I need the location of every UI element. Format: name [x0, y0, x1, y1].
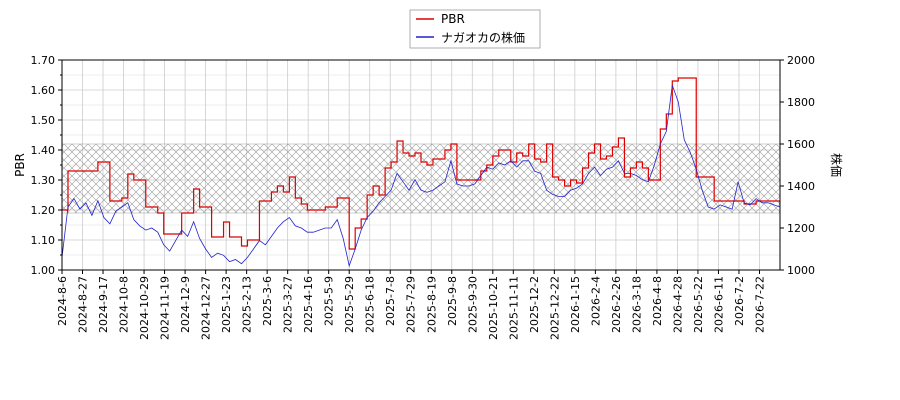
left-tick-label: 1.30	[31, 174, 56, 187]
left-tick-label: 1.10	[31, 234, 56, 247]
right-axis-ticks: 1000 1200 1400 1600 1800 2000	[780, 54, 815, 277]
x-tick-label: 2025-3-6	[261, 276, 274, 326]
left-axis-title: PBR	[13, 153, 27, 177]
x-tick-label: 2025-7-8	[384, 276, 397, 326]
x-tick-label: 2025-3-27	[282, 276, 295, 333]
x-tick-label: 2026-6-11	[712, 276, 725, 333]
x-axis-ticks: 2024-8-6 2024-8-27 2024-9-17 2024-10-8 2024-…	[56, 270, 766, 340]
x-tick-label: 2025-5-29	[343, 276, 356, 333]
left-tick-label: 1.20	[31, 204, 56, 217]
x-tick-label: 2026-4-8	[651, 276, 664, 326]
right-tick-label: 2000	[787, 54, 815, 67]
series-line-pbr	[62, 77, 780, 250]
x-tick-label: 2024-8-6	[56, 276, 69, 326]
x-tick-label: 2025-5-9	[323, 276, 336, 326]
legend-label-price: ナガオカの株価	[441, 30, 525, 45]
right-tick-label: 1800	[787, 96, 815, 109]
x-tick-label: 2025-2-13	[241, 276, 254, 333]
left-tick-label: 1.00	[31, 264, 56, 277]
left-tick-label: 1.60	[31, 84, 56, 97]
x-tick-label: 2024-8-27	[77, 276, 90, 333]
right-tick-label: 1000	[787, 264, 815, 277]
series-line-price	[62, 85, 780, 268]
x-tick-label: 2024-12-9	[179, 276, 192, 333]
series-lines	[62, 77, 780, 268]
right-tick-label: 1600	[787, 138, 815, 151]
x-tick-label: 2025-7-29	[405, 276, 418, 333]
right-tick-label: 1400	[787, 180, 815, 193]
x-tick-label: 2025-6-18	[364, 276, 377, 333]
x-tick-label: 2024-11-19	[159, 276, 172, 340]
x-tick-label: 2026-2-26	[610, 276, 623, 333]
right-axis-title: 株価	[829, 153, 844, 177]
x-tick-label: 2024-9-17	[97, 276, 110, 333]
left-axis-ticks: 1.00 1.10 1.20 1.30 1.40 1.50 1.60 1.70	[31, 54, 62, 277]
x-tick-label: 2025-9-30	[466, 276, 479, 333]
x-tick-label: 2024-10-8	[118, 276, 131, 333]
left-tick-label: 1.50	[31, 114, 56, 127]
x-tick-label: 2025-10-21	[487, 276, 500, 340]
x-tick-label: 2025-12-22	[548, 276, 561, 340]
x-tick-label: 2026-7-22	[753, 276, 766, 333]
legend-label-pbr: PBR	[441, 12, 465, 26]
x-tick-label: 2026-2-4	[589, 276, 602, 326]
x-tick-label: 2024-12-27	[200, 276, 213, 340]
left-tick-label: 1.40	[31, 144, 56, 157]
x-tick-label: 2026-1-15	[569, 276, 582, 333]
left-tick-label: 1.70	[31, 54, 56, 67]
x-tick-label: 2025-11-11	[507, 276, 520, 340]
right-tick-label: 1200	[787, 222, 815, 235]
x-tick-label: 2025-1-23	[220, 276, 233, 333]
x-tick-label: 2024-10-29	[138, 276, 151, 340]
x-tick-label: 2026-7-2	[733, 276, 746, 326]
legend: PBR ナガオカの株価	[409, 9, 541, 49]
x-tick-label: 2026-5-22	[692, 276, 705, 333]
x-tick-label: 2025-8-19	[425, 276, 438, 333]
x-tick-label: 2025-9-8	[446, 276, 459, 326]
x-tick-label: 2025-4-16	[302, 276, 315, 333]
x-tick-label: 2026-4-28	[671, 276, 684, 333]
x-tick-label: 2026-3-18	[630, 276, 643, 333]
x-tick-label: 2025-12-2	[528, 276, 541, 333]
legend-box	[409, 9, 541, 49]
